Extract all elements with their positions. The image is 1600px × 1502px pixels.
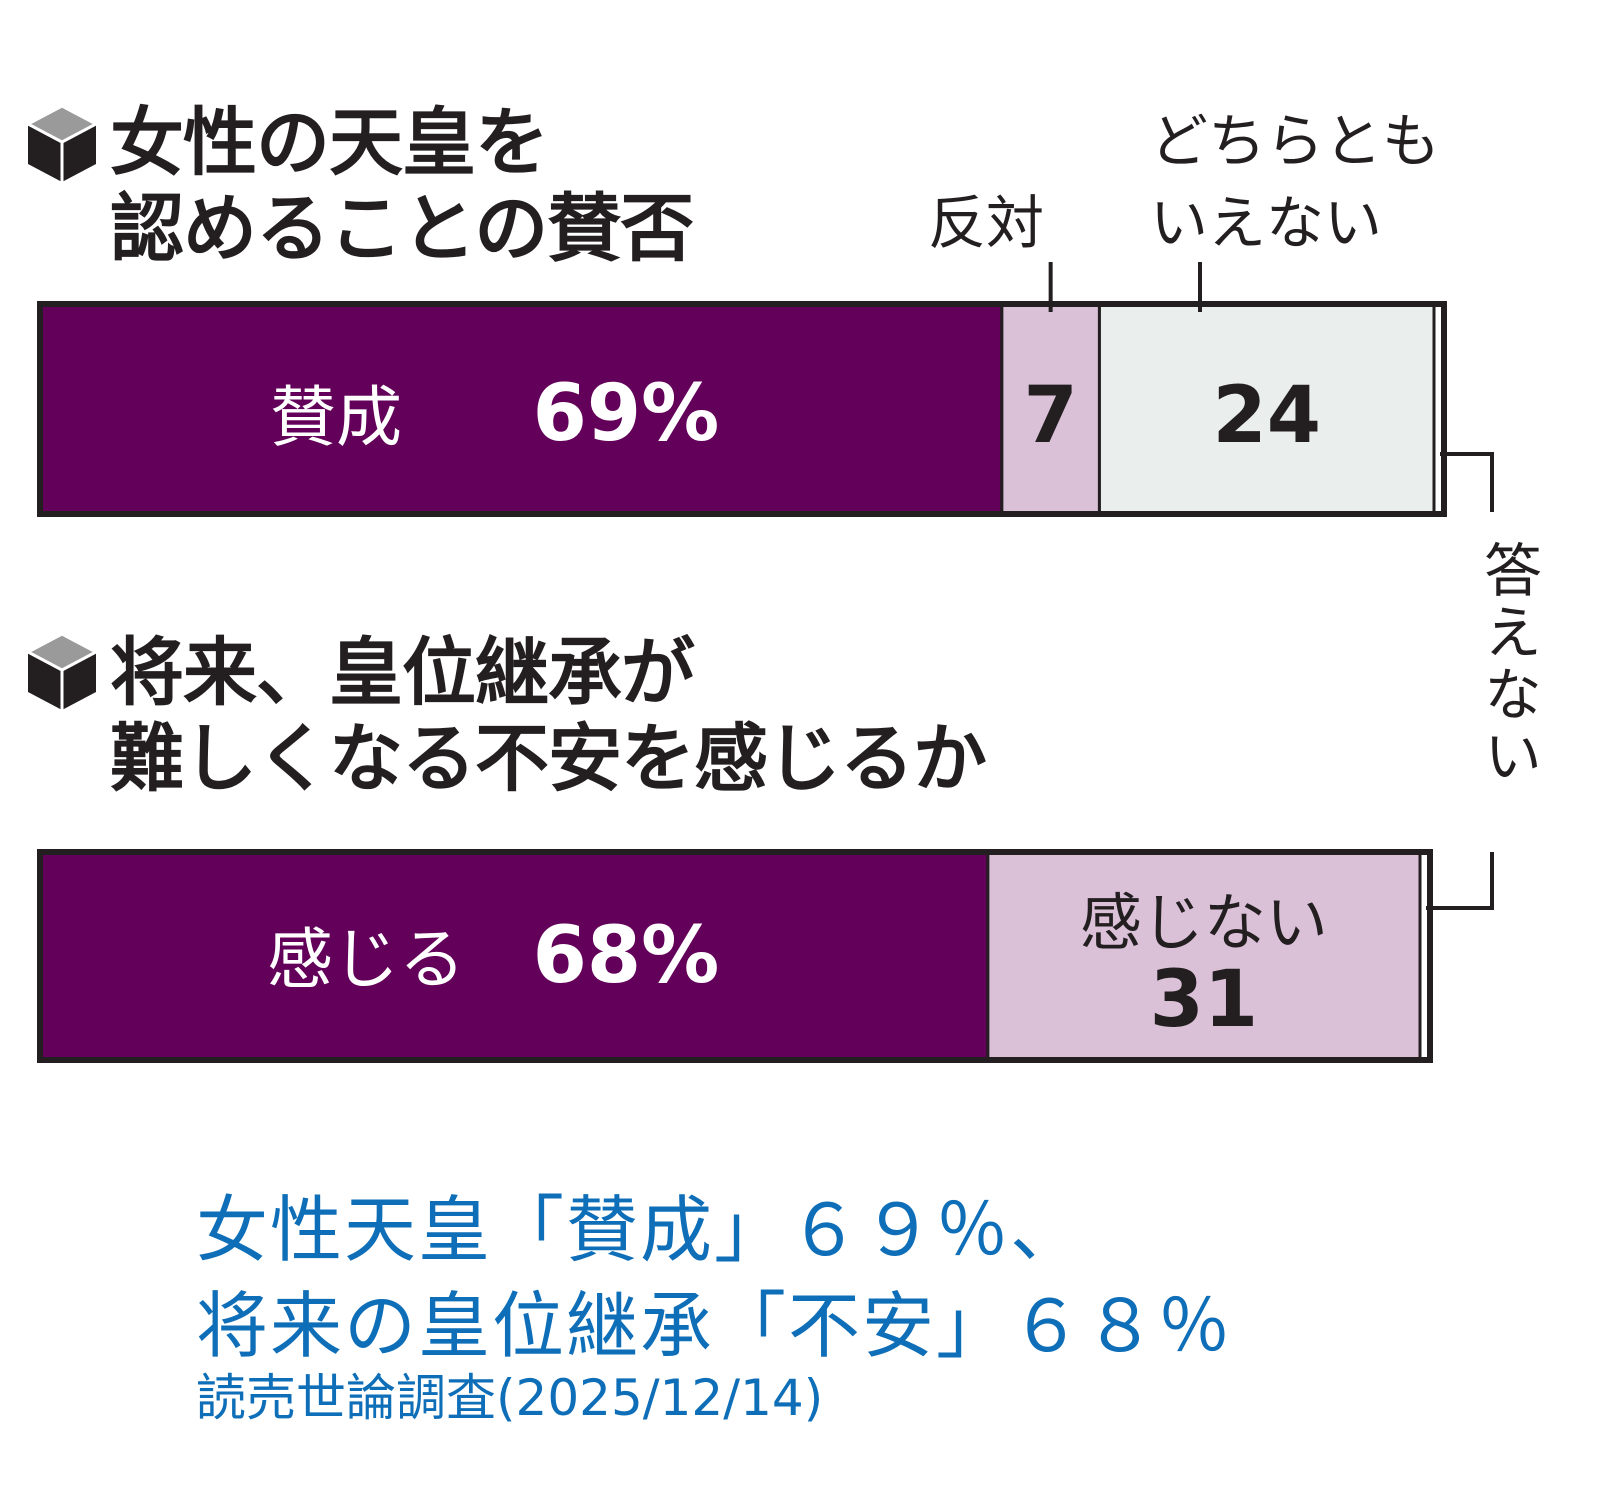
chart1-favor-value: 69% xyxy=(533,369,720,459)
chart1-favor-label: 賛成 xyxy=(270,379,402,456)
chart2-title-line1: 将来、皇位継承が xyxy=(110,630,695,716)
no-answer-label: 答えない xyxy=(1474,540,1542,788)
source-note: 読売世論調査(2025/12/14) xyxy=(196,1369,824,1427)
chart1-oppose-value: 7 xyxy=(1024,371,1078,461)
no-answer-leader-top xyxy=(1440,452,1494,512)
chart2-feel-value: 68% xyxy=(533,911,720,1001)
chart1-bar: 賛成 69% 7 24 xyxy=(37,301,1447,517)
chart2-segment-0 xyxy=(38,850,990,1062)
cube-icon xyxy=(26,632,98,710)
chart2-segment-1 xyxy=(986,850,1422,1062)
oppose-label: 反対 xyxy=(928,189,1045,257)
chart1-segment-0 xyxy=(38,302,1004,516)
chart1-neutral-value: 24 xyxy=(1212,371,1321,461)
chart1-title-line1: 女性の天皇を xyxy=(110,100,549,186)
chart2-notfeel-label: 感じない xyxy=(1080,886,1328,959)
neutral-label-line2: いえない xyxy=(1150,189,1383,257)
headline-line1: 女性天皇「賛成」６９％、 xyxy=(196,1188,1085,1272)
chart2-notfeel-value: 31 xyxy=(1150,955,1259,1045)
neutral-label-line1: どちらとも xyxy=(1150,107,1441,175)
cube-icon xyxy=(26,104,98,182)
chart1-title-line2: 認めることの賛否 xyxy=(110,186,694,272)
chart1-title: 女性の天皇を 認めることの賛否 xyxy=(110,100,694,272)
headline-line2: 将来の皇位継承「不安」６８％ xyxy=(196,1284,1233,1368)
chart1-frame xyxy=(37,301,1447,517)
chart2-feel-label: 感じる xyxy=(267,921,465,998)
leader-lines xyxy=(1048,262,1494,910)
no-answer-leader-bottom xyxy=(1426,852,1494,910)
chart2-frame xyxy=(37,849,1433,1063)
chart1-segment-1 xyxy=(1000,302,1101,516)
chart2-title-line2: 難しくなる不安を感じるか xyxy=(110,716,987,802)
chart2-title: 将来、皇位継承が 難しくなる不安を感じるか xyxy=(110,630,987,802)
